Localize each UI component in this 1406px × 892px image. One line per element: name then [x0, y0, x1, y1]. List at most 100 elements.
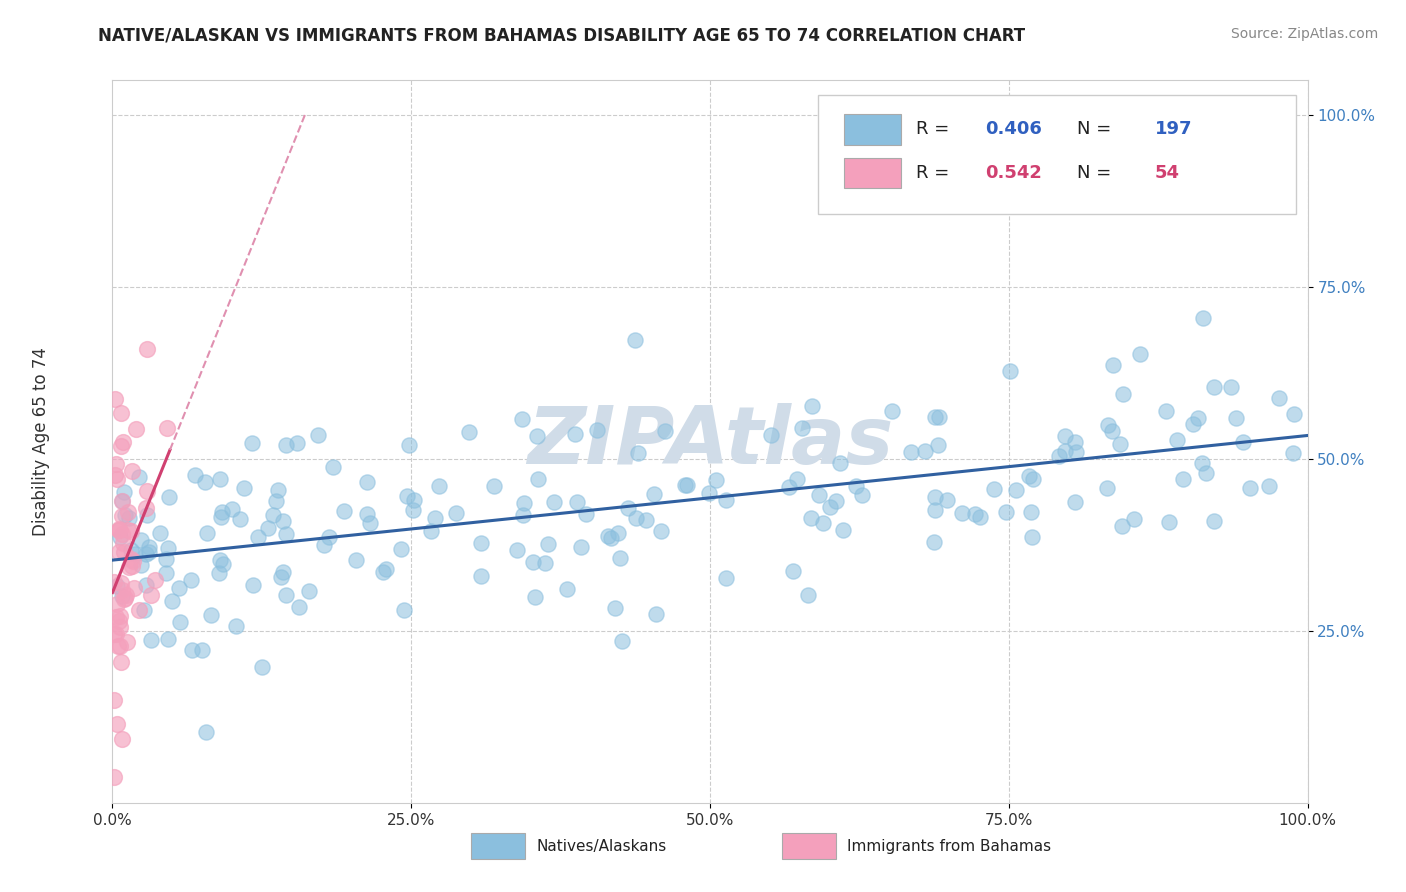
- Text: 0.406: 0.406: [986, 120, 1042, 138]
- Point: [135, 484, 157, 499]
- Point: [927, 438, 949, 452]
- Point: [104, 392, 127, 406]
- Point: [135, 547, 157, 561]
- Point: [398, 437, 420, 451]
- Point: [103, 467, 125, 482]
- Point: [344, 553, 367, 567]
- Point: [200, 608, 222, 623]
- Point: [1204, 514, 1226, 528]
- Point: [704, 473, 727, 487]
- Point: [1202, 380, 1225, 394]
- Point: [526, 472, 548, 486]
- Point: [1047, 449, 1070, 463]
- Point: [167, 582, 190, 596]
- Point: [998, 363, 1021, 377]
- Point: [1097, 418, 1119, 433]
- Point: [1064, 434, 1087, 449]
- Point: [673, 478, 696, 492]
- Point: [108, 545, 131, 559]
- Point: [444, 507, 467, 521]
- Point: [924, 503, 946, 517]
- Point: [209, 510, 232, 524]
- Point: [600, 532, 623, 546]
- Point: [1258, 479, 1281, 493]
- Point: [270, 570, 292, 584]
- Point: [111, 493, 134, 508]
- Point: [928, 410, 950, 425]
- Point: [111, 583, 134, 598]
- Point: [880, 404, 903, 418]
- Text: 197: 197: [1154, 120, 1192, 138]
- Point: [139, 588, 162, 602]
- Point: [963, 507, 986, 521]
- Point: [105, 457, 128, 471]
- Point: [132, 602, 155, 616]
- Point: [115, 634, 138, 648]
- Point: [1182, 417, 1205, 432]
- Point: [512, 508, 534, 522]
- Point: [1239, 481, 1261, 495]
- Point: [654, 425, 676, 439]
- Point: [565, 494, 588, 508]
- Point: [120, 552, 142, 566]
- Point: [318, 530, 340, 544]
- Point: [195, 724, 218, 739]
- Point: [120, 524, 142, 538]
- Point: [274, 527, 297, 541]
- Point: [1166, 433, 1188, 447]
- Point: [145, 573, 167, 587]
- Point: [807, 488, 830, 502]
- Point: [120, 543, 142, 558]
- Point: [924, 490, 946, 504]
- Point: [792, 421, 814, 435]
- Point: [111, 731, 134, 746]
- Point: [524, 590, 547, 604]
- Point: [169, 615, 191, 629]
- Point: [800, 511, 823, 525]
- Point: [114, 508, 136, 522]
- Point: [697, 486, 720, 500]
- Y-axis label: Disability Age 65 to 74: Disability Age 65 to 74: [32, 347, 51, 536]
- Point: [1187, 411, 1209, 425]
- Point: [136, 342, 159, 356]
- Point: [650, 524, 672, 538]
- Point: [121, 559, 143, 574]
- Point: [1101, 358, 1123, 372]
- Point: [1191, 456, 1213, 470]
- Point: [1225, 410, 1247, 425]
- Text: 0.542: 0.542: [986, 164, 1042, 182]
- Point: [221, 502, 243, 516]
- Text: NATIVE/ALASKAN VS IMMIGRANTS FROM BAHAMAS DISABILITY AGE 65 TO 74 CORRELATION CH: NATIVE/ALASKAN VS IMMIGRANTS FROM BAHAMA…: [98, 27, 1025, 45]
- Point: [610, 634, 633, 648]
- Point: [1112, 386, 1135, 401]
- Point: [271, 565, 294, 579]
- Point: [506, 542, 529, 557]
- Point: [118, 560, 141, 574]
- Point: [1021, 505, 1043, 519]
- Point: [105, 597, 128, 611]
- Point: [125, 422, 148, 436]
- Point: [276, 438, 298, 452]
- Point: [1268, 391, 1291, 405]
- Point: [575, 507, 598, 521]
- Point: [1064, 444, 1087, 458]
- Point: [1154, 404, 1177, 418]
- Point: [375, 562, 398, 576]
- Point: [225, 619, 247, 633]
- Point: [322, 460, 344, 475]
- Point: [108, 615, 131, 629]
- Point: [135, 577, 157, 591]
- Point: [112, 485, 135, 500]
- Point: [110, 608, 132, 623]
- Point: [122, 554, 145, 568]
- Point: [714, 571, 737, 585]
- Point: [1171, 472, 1194, 486]
- Point: [513, 496, 536, 510]
- Point: [124, 547, 146, 561]
- Text: R =: R =: [915, 164, 955, 182]
- Point: [924, 410, 946, 425]
- Point: [131, 533, 153, 548]
- Point: [1129, 347, 1152, 361]
- Point: [155, 566, 177, 580]
- Point: [510, 412, 533, 426]
